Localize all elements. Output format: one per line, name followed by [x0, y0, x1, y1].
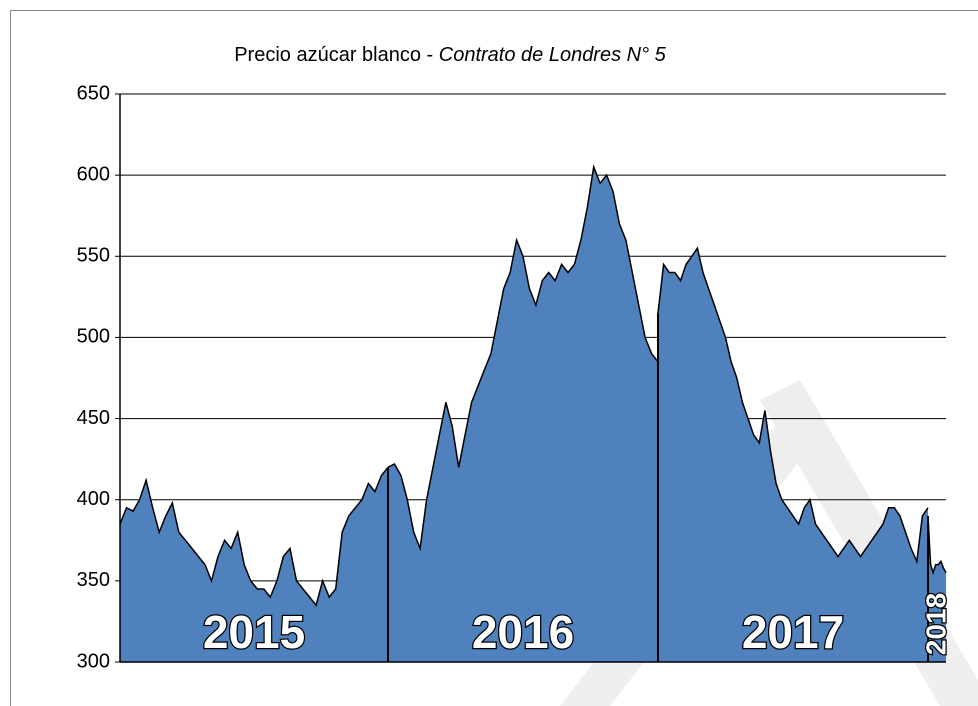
- y-tick-label: 450: [77, 407, 110, 429]
- year-label: 2015: [203, 606, 305, 658]
- chart-border: [10, 10, 978, 706]
- year-label: 2016: [472, 606, 574, 658]
- y-tick-label: 500: [77, 326, 110, 348]
- y-tick-label: 300: [77, 650, 110, 672]
- year-label: 2017: [742, 606, 844, 658]
- y-tick-label: 400: [77, 488, 110, 510]
- year-label: 2018: [920, 593, 951, 655]
- area: [928, 515, 946, 662]
- area: [120, 467, 388, 662]
- line: [927, 515, 947, 576]
- line: [119, 466, 389, 607]
- y-tick-label: 550: [77, 245, 110, 267]
- area: [388, 167, 658, 662]
- line: [387, 164, 659, 552]
- line: [657, 246, 929, 565]
- y-tick-label: 650: [77, 82, 110, 104]
- y-tick-label: 600: [77, 163, 110, 185]
- y-tick-label: 350: [77, 569, 110, 591]
- area: [658, 248, 928, 662]
- chart-title: Precio azúcar blanco - Contrato de Londr…: [234, 44, 666, 66]
